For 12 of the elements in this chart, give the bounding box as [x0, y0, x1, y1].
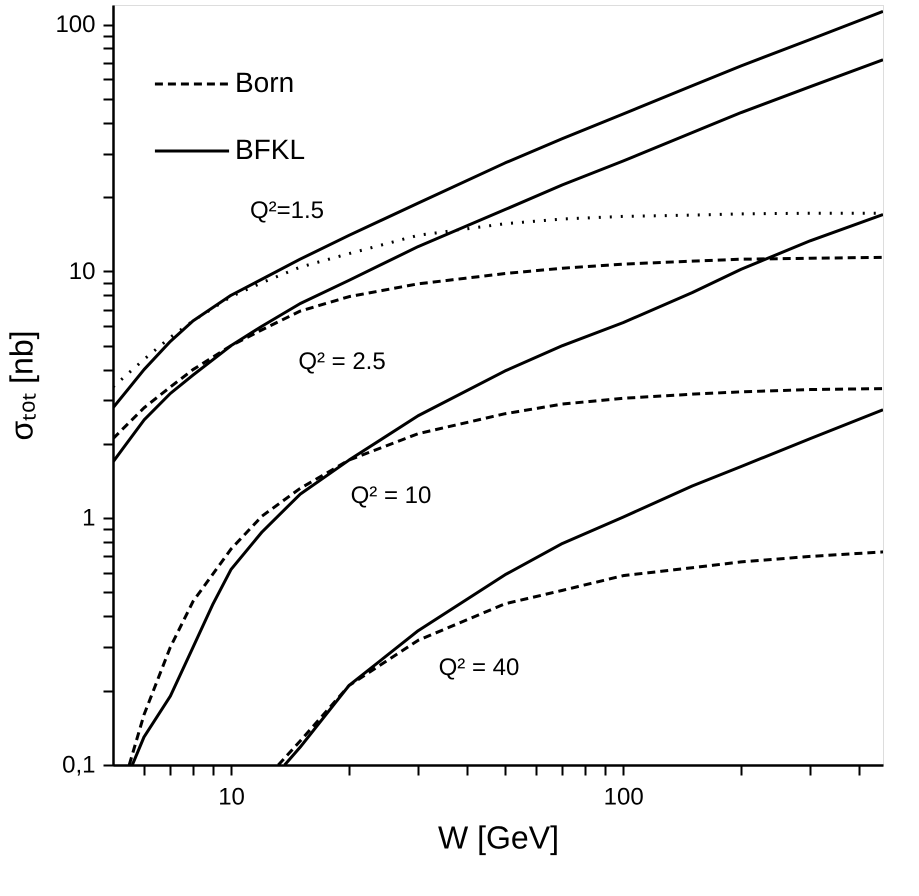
- y-axis-title: σₜₒₜ [nb]: [3, 330, 40, 441]
- legend-label: BFKL: [235, 134, 306, 165]
- x-axis-title: W [GeV]: [438, 820, 559, 856]
- y-tick-label: 10: [68, 258, 96, 285]
- y-tick-label: 100: [55, 11, 96, 38]
- annotation: Q²=1.5: [250, 197, 324, 224]
- legend-label: Born: [235, 67, 294, 98]
- annotation: Q² = 2.5: [298, 348, 386, 375]
- y-tick-label: 0,1: [62, 752, 96, 778]
- annotation: Q² = 10: [350, 482, 432, 509]
- y-tick-label: 1: [82, 504, 96, 532]
- annotation: Q² = 40: [438, 654, 520, 681]
